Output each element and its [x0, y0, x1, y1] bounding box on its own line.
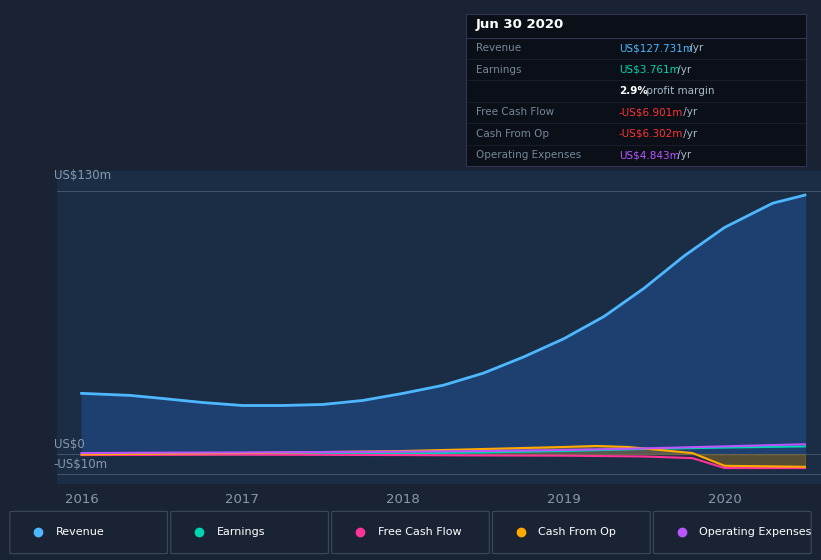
Text: /yr: /yr — [680, 108, 697, 118]
Text: Revenue: Revenue — [475, 43, 521, 53]
Text: US$0: US$0 — [53, 438, 85, 451]
Text: /yr: /yr — [686, 43, 704, 53]
Text: 2.9%: 2.9% — [619, 86, 648, 96]
Text: Cash From Op: Cash From Op — [539, 527, 617, 537]
Text: Operating Expenses: Operating Expenses — [475, 150, 581, 160]
Text: Free Cash Flow: Free Cash Flow — [378, 527, 461, 537]
Text: US$3.761m: US$3.761m — [619, 64, 680, 74]
Text: /yr: /yr — [680, 129, 697, 139]
Text: Revenue: Revenue — [56, 527, 104, 537]
Text: Operating Expenses: Operating Expenses — [699, 527, 812, 537]
Text: Cash From Op: Cash From Op — [475, 129, 548, 139]
Text: /yr: /yr — [674, 150, 691, 160]
Text: US$127.731m: US$127.731m — [619, 43, 693, 53]
Text: Earnings: Earnings — [217, 527, 265, 537]
Text: -US$6.901m: -US$6.901m — [619, 108, 683, 118]
Text: US$4.843m: US$4.843m — [619, 150, 680, 160]
Text: Earnings: Earnings — [475, 64, 521, 74]
Text: profit margin: profit margin — [644, 86, 715, 96]
Text: US$130m: US$130m — [53, 169, 111, 181]
Text: -US$10m: -US$10m — [53, 458, 108, 471]
Text: -US$6.302m: -US$6.302m — [619, 129, 683, 139]
Text: /yr: /yr — [674, 64, 691, 74]
Text: Jun 30 2020: Jun 30 2020 — [475, 18, 564, 31]
Text: Free Cash Flow: Free Cash Flow — [475, 108, 554, 118]
